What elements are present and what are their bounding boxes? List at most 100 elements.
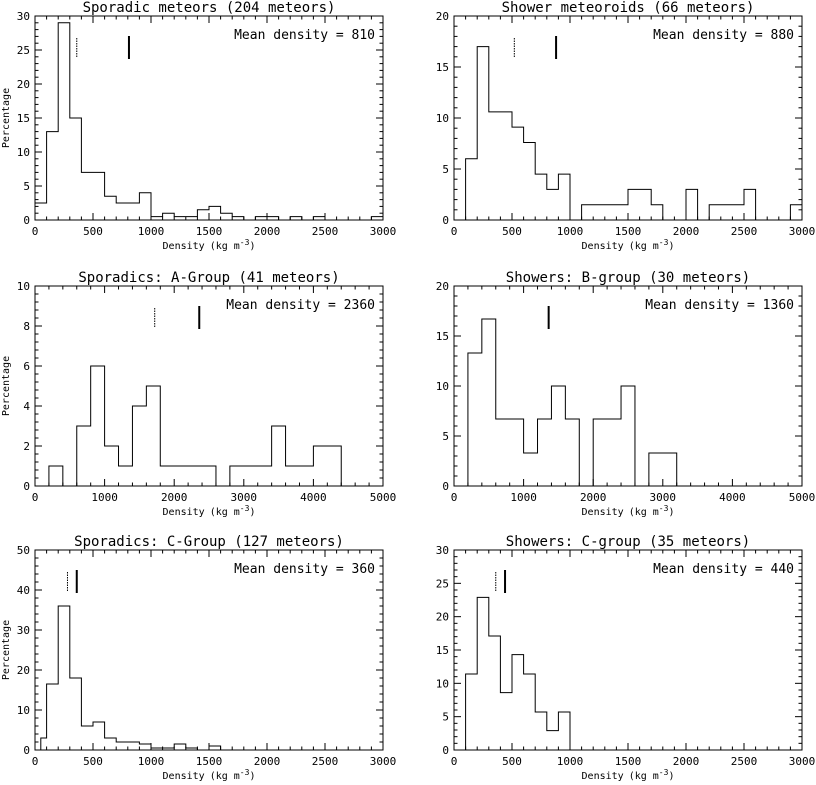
histogram-outline: [48, 365, 342, 487]
histogram-bar: [565, 419, 579, 486]
histogram-outline: [465, 46, 803, 221]
histogram-bar: [621, 386, 635, 486]
x-tick-label: 2500: [731, 225, 758, 238]
y-tick-label: 15: [436, 61, 449, 74]
histogram-bar: [209, 206, 221, 220]
chart-title: Sporadics: C-Group (127 meteors): [74, 534, 344, 550]
x-tick-label: 2000: [161, 491, 188, 504]
histogram-outline: [465, 596, 571, 750]
histogram-bar: [649, 453, 677, 486]
y-tick-label: 0: [442, 480, 449, 493]
x-axis-unit-close: ): [249, 507, 255, 518]
histogram-bar: [105, 738, 117, 750]
x-tick-label: 500: [83, 755, 103, 768]
x-tick-label: 500: [502, 225, 522, 238]
histogram-bar: [466, 159, 478, 220]
histogram-bar: [255, 217, 278, 220]
y-tick-label: 5: [442, 430, 449, 443]
histogram-bar: [116, 203, 139, 220]
histogram-bar: [47, 684, 59, 750]
mean-density-annotation: Mean density = 1360: [645, 298, 794, 313]
histogram-outline: [467, 318, 678, 487]
x-axis-unit: (kg m: [210, 771, 240, 782]
histogram-bar: [221, 213, 233, 220]
x-tick-label: 3000: [370, 755, 397, 768]
x-tick-label: 500: [502, 755, 522, 768]
x-axis-label: Density (kg m-3): [582, 768, 675, 782]
y-tick-label: 10: [17, 146, 30, 159]
y-tick-label: 20: [17, 664, 30, 677]
histogram-bar: [547, 189, 559, 220]
histogram-bar: [272, 426, 286, 486]
histogram-bar: [41, 738, 47, 750]
y-axis-label: Percentage: [1, 356, 12, 416]
x-tick-label: 0: [451, 225, 458, 238]
mean-density-annotation: Mean density = 2360: [226, 298, 375, 313]
chart-title: Sporadic meteors (204 meteors): [83, 0, 336, 16]
y-tick-label: 8: [23, 320, 30, 333]
y-tick-label: 0: [442, 744, 449, 757]
histogram-bar: [174, 744, 186, 750]
histogram-bar: [286, 466, 314, 486]
y-tick-label: 20: [436, 611, 449, 624]
x-axis-label: Density (kg m-3): [582, 238, 675, 252]
mean-density-annotation: Mean density = 880: [653, 28, 794, 43]
x-tick-label: 2000: [673, 225, 700, 238]
y-tick-label: 6: [23, 360, 30, 373]
chart-title: Sporadics: A-Group (41 meteors): [78, 270, 339, 286]
histogram-bar: [197, 210, 209, 220]
y-tick-label: 10: [17, 280, 30, 293]
x-tick-label: 2000: [254, 755, 281, 768]
x-tick-label: 0: [32, 225, 39, 238]
y-axis-label: Percentage: [1, 88, 12, 148]
histogram-bar: [105, 446, 119, 486]
histogram-bar: [524, 453, 538, 486]
y-tick-label: 5: [442, 163, 449, 176]
histogram-bar: [535, 174, 547, 220]
x-tick-label: 2000: [673, 755, 700, 768]
histogram-bar: [593, 419, 621, 486]
x-tick-label: 5000: [789, 491, 816, 504]
x-tick-label: 3000: [650, 491, 677, 504]
panel-5: 0 500 1000 1500 2000 2500 3000 0 10 20 30 40 50 Mean …: [1, 534, 396, 782]
y-tick-label: 20: [436, 10, 449, 23]
histogram-bar: [651, 205, 663, 220]
x-axis-label: Density (kg m-3): [582, 504, 675, 518]
x-tick-label: 1000: [91, 491, 118, 504]
x-tick-label: 1000: [557, 225, 584, 238]
x-tick-label: 500: [83, 225, 103, 238]
histogram-outline: [34, 22, 384, 221]
histogram-bar: [371, 217, 383, 220]
x-axis-unit: (kg m: [629, 507, 659, 518]
histogram-bar: [628, 189, 651, 220]
x-axis-label-text: Density: [163, 507, 205, 518]
y-tick-label: 4: [23, 400, 30, 413]
histogram-bar: [70, 118, 82, 220]
histogram-bar: [790, 205, 802, 220]
x-tick-label: 3000: [789, 225, 816, 238]
y-tick-label: 15: [17, 112, 30, 125]
panel-1: 0 500 1000 1500 2000 2500 3000 0 5 10 15 20 25 30 Mean…: [1, 0, 396, 252]
histogram-bar: [174, 217, 197, 220]
x-axis-unit-exponent: -3: [240, 504, 250, 513]
chart-title: Shower meteoroids (66 meteors): [502, 0, 755, 16]
histogram-bar: [477, 47, 489, 220]
plot-frame: [34, 285, 384, 487]
x-tick-label: 2500: [312, 225, 339, 238]
y-tick-label: 50: [17, 544, 30, 557]
x-axis-label-text: Density: [582, 241, 624, 252]
y-tick-label: 15: [436, 330, 449, 343]
histogram-bar: [232, 217, 244, 220]
histogram-bar: [132, 406, 146, 486]
histogram-bar: [93, 722, 105, 750]
histogram-bar: [489, 112, 512, 220]
x-tick-label: 2000: [254, 225, 281, 238]
x-tick-label: 3000: [231, 491, 258, 504]
histogram-bar: [686, 189, 698, 220]
x-tick-label: 2000: [580, 491, 607, 504]
histogram-bar: [209, 746, 221, 750]
y-tick-label: 10: [436, 380, 449, 393]
x-tick-label: 4000: [719, 491, 746, 504]
y-tick-label: 30: [17, 10, 30, 23]
y-tick-label: 0: [23, 744, 30, 757]
